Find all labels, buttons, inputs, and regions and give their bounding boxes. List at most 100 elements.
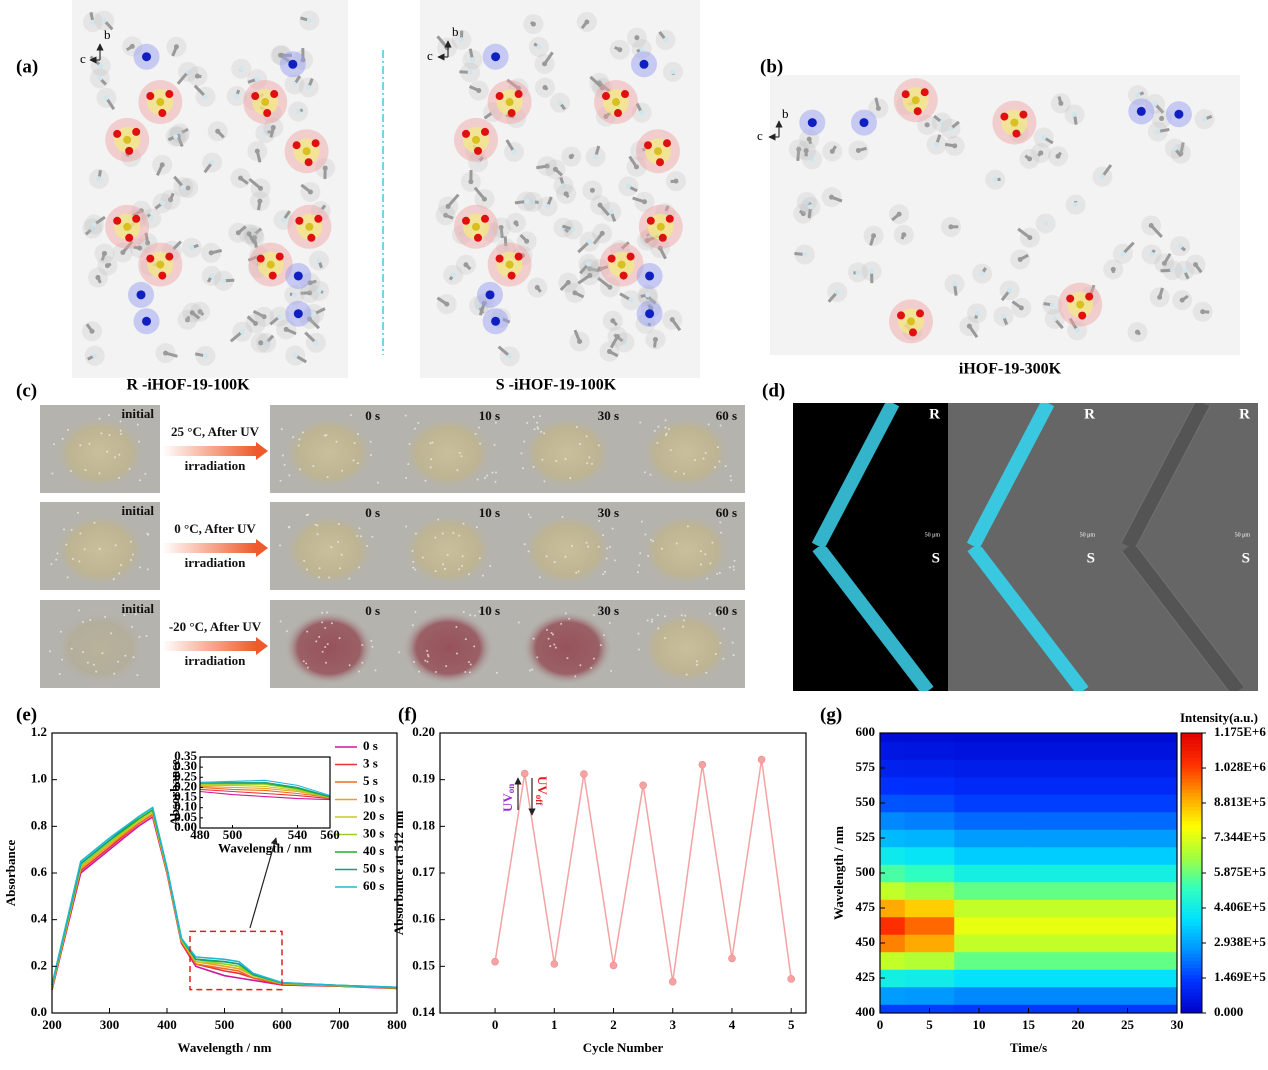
oxygen [495, 92, 504, 101]
heat-cell [880, 864, 906, 883]
crystal-glint [461, 564, 464, 567]
atom [560, 183, 566, 189]
atom [1027, 156, 1033, 162]
photo-label: initial [121, 406, 154, 421]
y-tick-label: 0.14 [412, 1004, 435, 1019]
crystal-glint [312, 465, 315, 468]
axis-glyph-label: b [452, 24, 459, 39]
sample [522, 513, 613, 587]
heat-cell [954, 916, 1029, 935]
colorbar-slice [1181, 876, 1202, 881]
y-tick-label: 1.0 [31, 771, 47, 786]
atom [804, 199, 810, 205]
crystal-glint [523, 440, 526, 443]
crystal-glint [707, 423, 710, 426]
series-line [200, 782, 331, 798]
tile-label: R [929, 406, 940, 422]
sulfur [654, 147, 662, 156]
oxygen [644, 141, 652, 150]
crystal-glint [491, 471, 494, 474]
atom [948, 224, 954, 230]
crystal-glint [132, 656, 135, 659]
legend-label: 5 s [363, 773, 378, 788]
crystal-glint [98, 547, 101, 550]
sample [284, 416, 374, 490]
atom [1155, 129, 1161, 135]
crystal-glint [561, 516, 564, 519]
oxygen [1078, 311, 1087, 320]
crystal-glint [306, 630, 309, 633]
crystal-glint [280, 428, 283, 431]
crystal-glint [59, 630, 62, 633]
crystal-glint [82, 651, 85, 654]
oxygen [292, 141, 301, 150]
crystal-glint [474, 432, 477, 435]
crystal-glint [527, 550, 530, 553]
atom [322, 165, 328, 171]
atom [1043, 220, 1049, 226]
colorbar-slice [1181, 782, 1202, 786]
crystal-glint [321, 611, 324, 614]
crystal-glint [680, 614, 683, 617]
colorbar-slice [1181, 845, 1202, 849]
heat-cell [954, 899, 1029, 918]
colorbar-slice [1181, 1002, 1202, 1007]
legend-label: 40 s [363, 843, 384, 858]
atom [939, 119, 945, 125]
crystal-glint [647, 554, 650, 557]
atom [587, 266, 593, 272]
heat-cell [880, 969, 906, 988]
crystal-glint [656, 614, 659, 617]
atom [603, 113, 609, 119]
caption: iHOF-19-300K [959, 361, 1062, 378]
crystal-glint [134, 613, 137, 616]
atom [625, 183, 631, 189]
y-tick-label: 0.0 [31, 1004, 47, 1019]
crystal-glint [598, 519, 601, 522]
oxygen [607, 254, 616, 263]
oxygen [507, 109, 516, 118]
atom [1135, 92, 1141, 98]
uv-sub: off [534, 795, 544, 806]
atom [599, 230, 605, 236]
oxygen [507, 271, 516, 280]
sample [641, 611, 731, 685]
crystal-glint [651, 618, 654, 621]
atom [639, 110, 645, 116]
atom [634, 35, 640, 41]
atom [443, 212, 449, 218]
crystal-glint [536, 426, 539, 429]
crystal-glint [297, 444, 300, 447]
colorbar-slice [1181, 806, 1202, 811]
crystal-glint [358, 670, 361, 673]
condition-label: irradiation [185, 555, 246, 570]
x-tick-label: 0 [877, 1017, 884, 1032]
y-tick-label: 0.00 [174, 819, 197, 834]
crystal-glint [674, 470, 677, 473]
nitrogen [136, 290, 146, 300]
atom [307, 290, 313, 296]
colorbar-tick-label: 5.875E+5 [1214, 864, 1266, 879]
crystal-glint [358, 566, 361, 569]
oxygen [1012, 129, 1021, 138]
heat-cell [904, 951, 955, 970]
crystal-glint [69, 470, 72, 473]
y-tick-label: 0.35 [174, 748, 197, 763]
atom [1134, 329, 1140, 335]
condition-label: -20 °C, After UV [169, 619, 262, 634]
crystal-glint [288, 474, 291, 477]
crystal-glint [468, 671, 471, 674]
oxygen [909, 328, 917, 337]
crystal-glint [536, 421, 539, 424]
atom [1038, 150, 1044, 156]
oxygen [656, 158, 664, 167]
zoom-box [189, 930, 283, 991]
atom [513, 115, 519, 121]
atom [96, 176, 102, 182]
y-tick-label: 475 [856, 899, 876, 914]
crystal-glint [602, 573, 605, 576]
atom [1170, 267, 1176, 273]
atom [254, 76, 260, 82]
crystal-glint [50, 563, 53, 566]
crystal-glint [129, 540, 132, 543]
